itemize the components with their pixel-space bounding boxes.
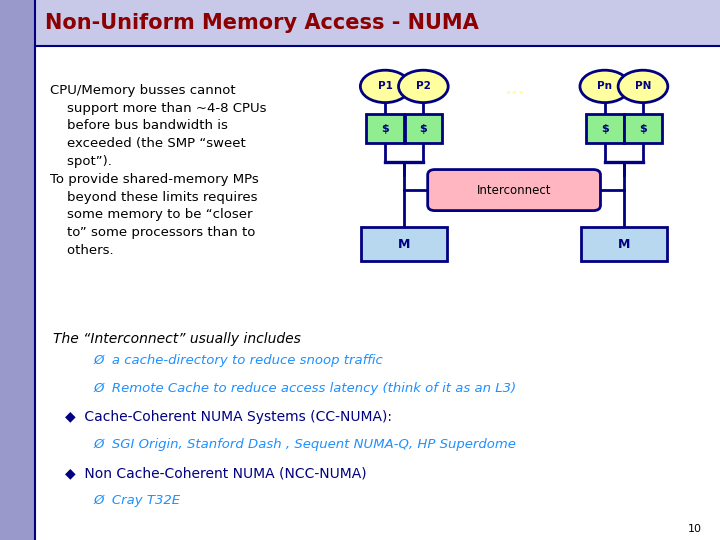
Ellipse shape (618, 70, 668, 103)
Text: spot”).: spot”). (50, 155, 112, 168)
Text: Interconnect: Interconnect (477, 184, 552, 197)
Text: Ø  a cache-directory to reduce snoop traffic: Ø a cache-directory to reduce snoop traf… (94, 354, 383, 367)
Text: Ø  SGI Origin, Stanford Dash , Sequent NUMA-Q, HP Superdome: Ø SGI Origin, Stanford Dash , Sequent NU… (94, 438, 516, 451)
Text: CPU/Memory busses cannot: CPU/Memory busses cannot (50, 84, 236, 97)
Text: $: $ (639, 124, 647, 133)
Bar (361, 227, 448, 261)
Text: ...: ... (504, 80, 524, 98)
Text: Pn: Pn (598, 82, 612, 91)
Text: $: $ (601, 124, 608, 133)
Text: $: $ (382, 124, 389, 133)
Ellipse shape (361, 70, 410, 103)
Text: The “Interconnect” usually includes: The “Interconnect” usually includes (53, 332, 300, 346)
Text: to” some processors than to: to” some processors than to (50, 226, 256, 239)
Text: M: M (398, 238, 410, 251)
Ellipse shape (399, 70, 448, 103)
Text: ◆  Non Cache-Coherent NUMA (NCC-NUMA): ◆ Non Cache-Coherent NUMA (NCC-NUMA) (65, 466, 366, 480)
Text: some memory to be “closer: some memory to be “closer (50, 208, 253, 221)
Text: before bus bandwidth is: before bus bandwidth is (50, 119, 228, 132)
Text: To provide shared-memory MPs: To provide shared-memory MPs (50, 173, 259, 186)
FancyBboxPatch shape (428, 170, 600, 211)
Text: Ø  Remote Cache to reduce access latency (think of it as an L3): Ø Remote Cache to reduce access latency … (94, 382, 517, 395)
Bar (405, 114, 442, 143)
Text: ◆  Cache-Coherent NUMA Systems (CC-NUMA):: ◆ Cache-Coherent NUMA Systems (CC-NUMA): (65, 410, 392, 424)
Text: others.: others. (50, 244, 114, 257)
Text: Non-Uniform Memory Access - NUMA: Non-Uniform Memory Access - NUMA (45, 13, 479, 33)
Bar (366, 114, 404, 143)
Text: beyond these limits requires: beyond these limits requires (50, 191, 258, 204)
Text: exceeded (the SMP “sweet: exceeded (the SMP “sweet (50, 137, 246, 150)
Text: 10: 10 (688, 523, 702, 534)
Bar (586, 114, 624, 143)
Bar (35, 0, 720, 46)
Text: $: $ (420, 124, 427, 133)
Text: support more than ~4-8 CPUs: support more than ~4-8 CPUs (50, 102, 267, 114)
Ellipse shape (580, 70, 629, 103)
Text: P1: P1 (378, 82, 392, 91)
Bar (0, 0, 35, 540)
Text: PN: PN (635, 82, 651, 91)
Text: Ø  Cray T32E: Ø Cray T32E (94, 494, 181, 507)
Text: M: M (618, 238, 630, 251)
Text: P2: P2 (416, 82, 431, 91)
Bar (624, 114, 662, 143)
Bar (580, 227, 667, 261)
